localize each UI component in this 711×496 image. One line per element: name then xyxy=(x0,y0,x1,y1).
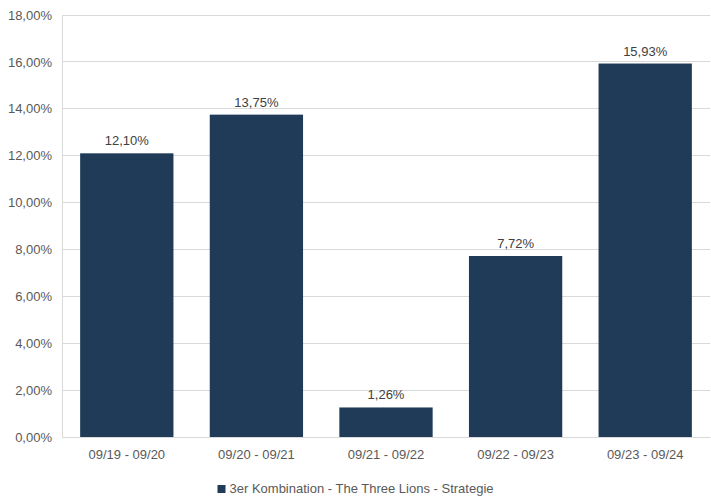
chart: 0,00% 2,00% 4,00% 6,00% 8,00% 10,00% 12,00% 14,… xyxy=(0,0,711,496)
plot-area: 0,00% 2,00% 4,00% 6,00% 8,00% 10,00% 12,00% 14,… xyxy=(8,8,711,463)
y-tick: 18,00% xyxy=(8,8,62,23)
legend-marker xyxy=(218,485,226,493)
x-tick-label: 09/19 - 09/20 xyxy=(88,447,165,462)
y-tick: 12,00% xyxy=(8,148,62,163)
y-tick-label: 10,00% xyxy=(8,195,53,210)
y-tick: 2,00% xyxy=(15,383,62,398)
y-tick-label: 18,00% xyxy=(8,8,53,23)
y-tick-label: 14,00% xyxy=(8,101,53,116)
bar xyxy=(469,256,562,437)
y-tick-label: 8,00% xyxy=(15,242,52,257)
x-tick: 09/20 - 09/21 xyxy=(218,437,295,462)
y-tick-label: 12,00% xyxy=(8,148,53,163)
bar xyxy=(80,153,173,437)
x-tick-label: 09/20 - 09/21 xyxy=(218,447,295,462)
y-tick: 16,00% xyxy=(8,55,62,70)
y-axis-line xyxy=(62,16,63,438)
data-label: 12,10% xyxy=(105,133,150,148)
y-tick-label: 16,00% xyxy=(8,55,53,70)
data-label: 15,93% xyxy=(623,44,668,59)
data-label: 1,26% xyxy=(368,387,405,402)
y-tick: 6,00% xyxy=(15,289,62,304)
x-tick-label: 09/23 - 09/24 xyxy=(607,447,684,462)
y-axis: 0,00% 2,00% 4,00% 6,00% 8,00% 10,00% 12,00% 14,… xyxy=(8,8,63,445)
x-tick-label: 09/21 - 09/22 xyxy=(348,447,425,462)
x-tick: 09/21 - 09/22 xyxy=(348,437,425,462)
y-tick: 10,00% xyxy=(8,195,62,210)
grid-line xyxy=(62,15,710,16)
grid-line xyxy=(62,61,710,62)
y-tick-label: 4,00% xyxy=(15,336,52,351)
bar xyxy=(210,115,303,437)
legend-item: 3er Kombination - The Three Lions - Stra… xyxy=(218,481,494,496)
x-tick: 09/22 - 09/23 xyxy=(477,437,554,462)
y-tick: 4,00% xyxy=(15,336,62,351)
y-tick: 8,00% xyxy=(15,242,62,257)
x-axis: 09/19 - 09/20 09/20 - 09/21 09/21 - 09/22 0… xyxy=(63,437,711,462)
bar xyxy=(339,407,432,437)
data-label: 7,72% xyxy=(497,236,534,251)
grid xyxy=(62,15,710,437)
legend: 3er Kombination - The Three Lions - Stra… xyxy=(218,481,494,496)
y-tick-label: 6,00% xyxy=(15,289,52,304)
y-tick: 14,00% xyxy=(8,101,62,116)
x-tick: 09/23 - 09/24 xyxy=(607,437,684,462)
bar xyxy=(599,64,692,437)
x-tick-label: 09/22 - 09/23 xyxy=(477,447,554,462)
x-axis-line xyxy=(63,437,711,438)
y-tick: 0,00% xyxy=(15,430,62,445)
x-tick: 09/19 - 09/20 xyxy=(88,437,165,462)
legend-label: 3er Kombination - The Three Lions - Stra… xyxy=(230,481,494,496)
data-label: 13,75% xyxy=(234,95,279,110)
bars xyxy=(80,64,692,437)
y-tick-label: 0,00% xyxy=(15,430,52,445)
y-tick-label: 2,00% xyxy=(15,383,52,398)
data-labels: 12,10% 13,75% 1,26% 7,72% 15,93% xyxy=(105,44,668,403)
